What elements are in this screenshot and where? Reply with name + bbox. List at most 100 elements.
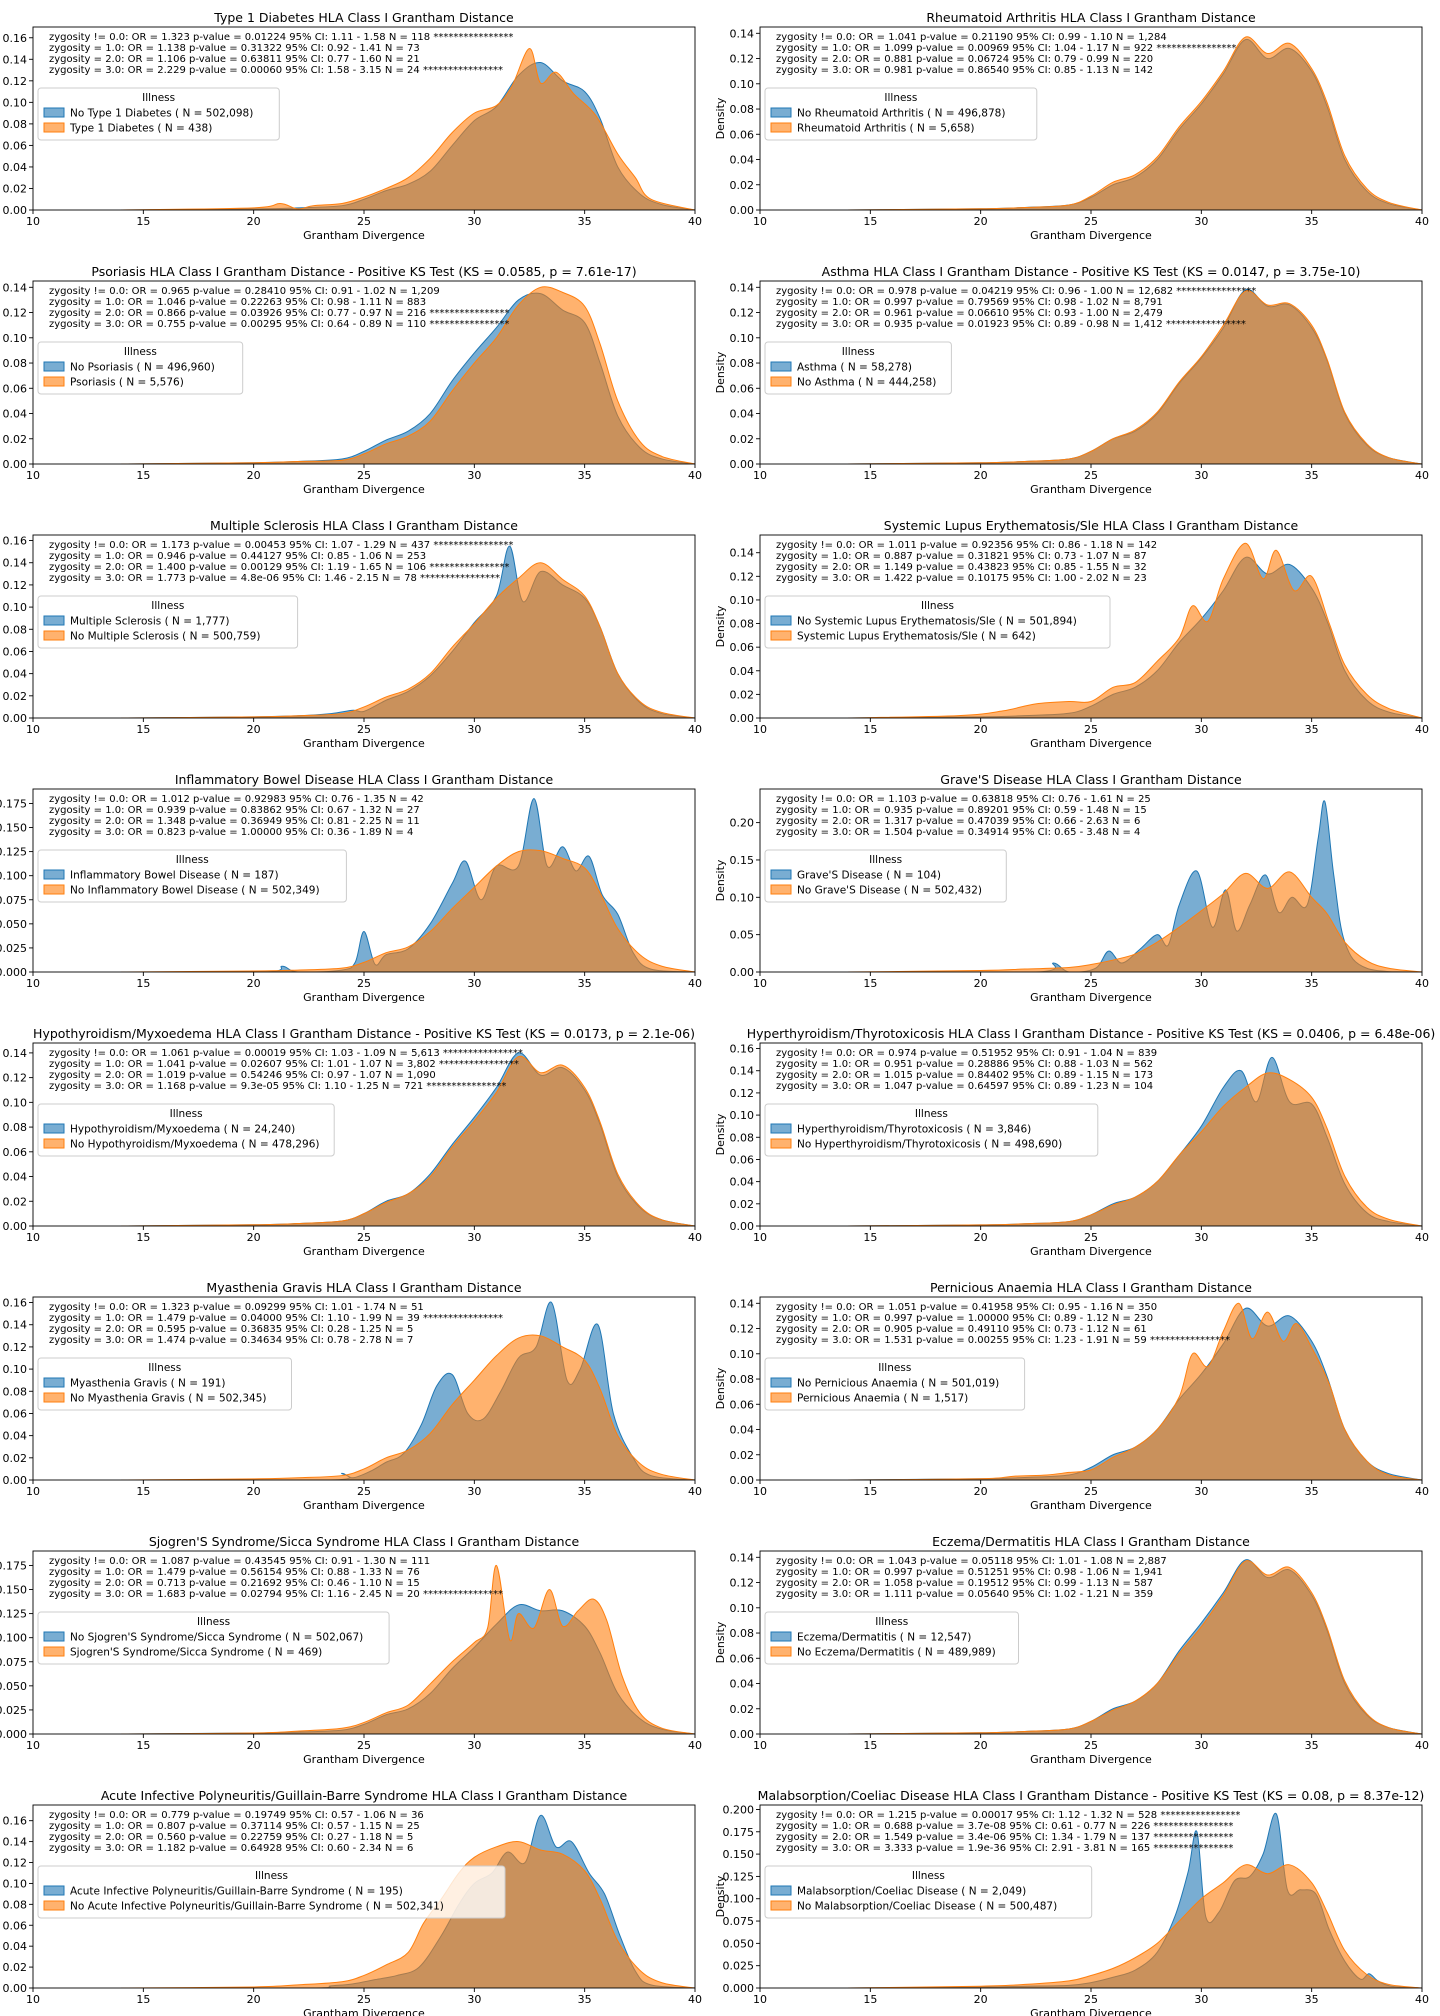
legend: Illness Inflammatory Bowel Disease ( N = …	[37, 849, 347, 903]
x-tick-label: 15	[136, 1231, 150, 1244]
y-tick-label: 0.06	[3, 139, 28, 152]
legend-entry-2: No Myasthenia Gravis ( N = 502,345)	[70, 1393, 266, 1405]
x-axis-label: Grantham Divergence	[303, 229, 425, 242]
series-area-2	[848, 543, 1422, 718]
stats-line: zygosity = 2.0: OR = 1.400 p-value = 0.0…	[49, 562, 509, 573]
stats-line: zygosity = 3.0: OR = 1.168 p-value = 9.3…	[49, 1081, 506, 1092]
y-axis-label: Density	[714, 1875, 727, 1917]
legend-entry-1: No Sjogren'S Syndrome/Sicca Syndrome ( N…	[70, 1632, 363, 1644]
stats-line: zygosity = 2.0: OR = 1.317 p-value = 0.4…	[776, 816, 1140, 827]
chart-title: Psoriasis HLA Class I Grantham Distance …	[91, 264, 636, 279]
panel-4: Asthma HLA Class I Grantham Distance - P…	[714, 264, 1429, 496]
stats-block: zygosity != 0.0: OR = 1.051 p-value = 0.…	[776, 1302, 1230, 1346]
y-tick-label: 0.12	[3, 75, 28, 88]
y-tick-label: 0.00	[730, 712, 755, 725]
y-tick-label: 0.000	[0, 966, 27, 979]
x-tick-label: 20	[974, 215, 988, 228]
y-tick-label: 0.08	[730, 1131, 755, 1144]
y-tick-label: 0.08	[730, 357, 755, 370]
y-tick-label: 0.15	[730, 854, 755, 867]
stats-line: zygosity = 1.0: OR = 1.479 p-value = 0.5…	[49, 1567, 420, 1578]
x-tick-label: 25	[357, 215, 371, 228]
legend-box	[764, 1611, 1019, 1665]
x-tick-label: 35	[578, 723, 592, 736]
x-axis-label: Grantham Divergence	[1030, 737, 1152, 750]
stats-line: zygosity = 2.0: OR = 1.058 p-value = 0.1…	[776, 1578, 1153, 1589]
x-axis-label: Grantham Divergence	[1030, 1245, 1152, 1258]
x-tick-label: 10	[26, 1739, 40, 1752]
x-tick-label: 15	[863, 723, 877, 736]
stats-block: zygosity != 0.0: OR = 1.043 p-value = 0.…	[776, 1556, 1167, 1600]
series-line-2	[121, 562, 695, 718]
legend-entry-1: No Rheumatoid Arthritis ( N = 496,878)	[797, 108, 1005, 120]
y-tick-label: 0.150	[723, 1848, 755, 1861]
x-tick-label: 35	[1305, 1993, 1319, 2006]
legend-entry-2: Sjogren'S Syndrome/Sicca Syndrome ( N = …	[70, 1647, 322, 1659]
stats-block: zygosity != 0.0: OR = 1.087 p-value = 0.…	[49, 1556, 503, 1600]
y-tick-label: 0.14	[730, 27, 755, 40]
y-tick-label: 0.00	[730, 1474, 755, 1487]
stats-line: zygosity = 1.0: OR = 0.951 p-value = 0.2…	[776, 1059, 1153, 1070]
legend-entry-2: Systemic Lupus Erythematosis/Sle ( N = 6…	[797, 631, 1036, 643]
series-line-2	[121, 1841, 695, 1988]
legend-swatch-2	[770, 884, 792, 895]
legend-entry-1: Eczema/Dermatitis ( N = 12,547)	[797, 1632, 971, 1644]
legend: Illness No Rheumatoid Arthritis ( N = 496…	[764, 87, 1038, 141]
x-tick-label: 15	[863, 469, 877, 482]
legend-entry-1: Inflammatory Bowel Disease ( N = 187)	[70, 870, 279, 882]
y-axis-label: Density	[714, 605, 727, 647]
legend: Illness Malabsorption/Coeliac Disease ( N…	[764, 1865, 1093, 1919]
legend-entry-1: Hyperthyroidism/Thyrotoxicosis ( N = 3,8…	[797, 1124, 1031, 1136]
x-tick-label: 20	[247, 977, 261, 990]
legend-entry-2: No Hyperthyroidism/Thyrotoxicosis ( N = …	[797, 1139, 1062, 1151]
x-tick-label: 40	[688, 469, 702, 482]
density-areas	[848, 542, 1422, 718]
y-tick-label: 0.06	[3, 645, 28, 658]
y-tick-label: 0.02	[3, 1195, 28, 1208]
y-tick-label: 0.14	[3, 1047, 28, 1060]
x-tick-label: 10	[26, 1485, 40, 1498]
legend-title: Illness	[884, 92, 917, 104]
y-tick-label: 0.075	[0, 894, 27, 907]
y-axis-label: Density	[714, 97, 727, 139]
x-tick-label: 35	[578, 1993, 592, 2006]
legend: Illness No Sjogren'S Syndrome/Sicca Syndr…	[37, 1611, 390, 1665]
x-tick-label: 15	[863, 1231, 877, 1244]
series-area-2	[848, 1560, 1422, 1734]
y-tick-label: 0.06	[730, 1652, 755, 1665]
legend: Illness No Systemic Lupus Erythematosis/S…	[764, 595, 1111, 649]
x-tick-label: 20	[247, 1231, 261, 1244]
legend-box	[37, 1611, 390, 1665]
y-tick-label: 0.025	[723, 1960, 755, 1973]
y-tick-label: 0.10	[3, 1096, 28, 1109]
legend-box	[764, 849, 1007, 903]
y-tick-label: 0.06	[3, 1919, 28, 1932]
y-tick-label: 0.175	[0, 1559, 27, 1572]
x-tick-label: 10	[753, 1993, 767, 2006]
series-line-2	[848, 871, 1422, 972]
y-tick-label: 0.06	[730, 382, 755, 395]
legend-entry-2: Rheumatoid Arthritis ( N = 5,658)	[797, 123, 974, 135]
chart-title: Multiple Sclerosis HLA Class I Grantham …	[210, 518, 518, 533]
series-area-2	[848, 36, 1422, 210]
panel-2: Rheumatoid Arthritis HLA Class I Grantha…	[714, 10, 1429, 242]
x-axis-label: Grantham Divergence	[303, 737, 425, 750]
y-tick-label: 0.12	[730, 53, 755, 66]
series-line-2	[121, 1334, 695, 1480]
y-tick-label: 0.10	[3, 601, 28, 614]
y-tick-label: 0.00	[3, 712, 28, 725]
x-tick-label: 30	[467, 1485, 481, 1498]
legend-entry-2: No Inflammatory Bowel Disease ( N = 502,…	[70, 885, 320, 897]
stats-block: zygosity != 0.0: OR = 1.215 p-value = 0.…	[776, 1810, 1240, 1854]
x-tick-label: 25	[357, 469, 371, 482]
y-tick-label: 0.050	[0, 1680, 27, 1693]
y-tick-label: 0.02	[3, 1961, 28, 1974]
chart-title: Grave'S Disease HLA Class I Grantham Dis…	[940, 772, 1242, 787]
legend-title: Illness	[255, 1870, 288, 1882]
legend-entry-2: Pernicious Anaemia ( N = 1,517)	[797, 1393, 968, 1405]
stats-line: zygosity != 0.0: OR = 1.103 p-value = 0.…	[776, 794, 1151, 805]
x-tick-label: 30	[1194, 977, 1208, 990]
legend-swatch-2	[43, 1646, 65, 1657]
legend-title: Illness	[148, 1362, 181, 1374]
x-tick-label: 10	[26, 1231, 40, 1244]
